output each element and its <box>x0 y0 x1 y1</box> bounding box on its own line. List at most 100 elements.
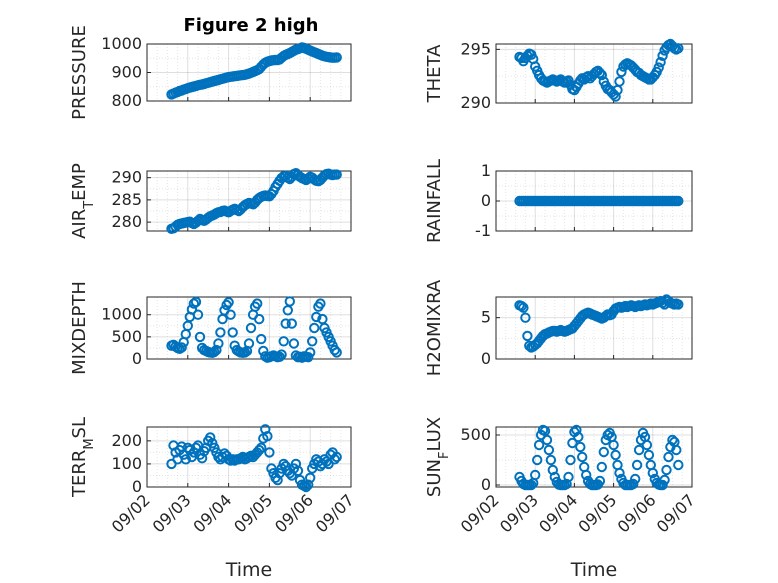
data-point <box>256 333 267 345</box>
x-tick-label: 09/03 <box>496 490 542 536</box>
data-point <box>631 459 643 471</box>
y-tick-label: 1 <box>481 161 491 180</box>
data-point <box>647 467 658 479</box>
x-tick-label: 09/04 <box>535 490 581 536</box>
figure-title: Figure 2 high <box>184 15 319 36</box>
data-point <box>614 467 625 479</box>
y-tick-label: 5 <box>481 308 491 327</box>
x-axis-label: Time <box>225 559 273 581</box>
data-point <box>657 479 668 491</box>
data-point <box>315 298 326 309</box>
data-point <box>565 454 576 466</box>
y-axis-label: PRESSURE <box>69 25 90 120</box>
data-point <box>276 349 287 360</box>
y-tick-label: 290 <box>460 93 491 112</box>
data-point <box>331 52 342 63</box>
y-tick-label: 0 <box>481 475 491 494</box>
data-point <box>284 296 295 307</box>
x-axis-label: Time <box>570 559 618 581</box>
data-point <box>311 311 322 323</box>
y-tick-label: 0 <box>481 191 491 210</box>
data-point <box>581 469 592 481</box>
data-point <box>628 478 639 490</box>
data-point <box>567 437 578 449</box>
data-point <box>516 300 527 312</box>
y-tick-label: 0 <box>132 477 142 496</box>
y-axis-label: THETA <box>424 44 445 104</box>
data-point <box>305 472 316 483</box>
data-point <box>329 344 340 356</box>
data-point <box>303 352 314 363</box>
data-point <box>614 76 625 87</box>
data-point <box>180 454 192 465</box>
y-tick-label: -1 <box>475 221 491 240</box>
data-point <box>331 451 342 463</box>
data-point <box>598 446 609 458</box>
data-point <box>667 434 678 446</box>
y-tick-label: 0 <box>481 349 491 368</box>
data-point <box>673 43 684 54</box>
data-point <box>539 425 551 437</box>
subplot-h2omixra: 0 5 H2OMIXRA <box>424 279 693 376</box>
subplot-theta: 290 295 THETA <box>424 38 693 112</box>
subplot-air_temp: 280 285 290 AIRTEMP <box>69 163 352 239</box>
data-point <box>280 318 291 329</box>
y-tick-label: 100 <box>111 454 142 473</box>
data-point <box>215 327 226 338</box>
data-point <box>673 195 684 207</box>
data-point <box>526 479 537 491</box>
y-axis-label: MIXDEPTH <box>69 281 90 375</box>
y-axis-label: RAINFALL <box>424 159 445 243</box>
y-tick-label: 0 <box>132 349 142 368</box>
data-point <box>563 471 574 483</box>
data-point <box>188 298 200 309</box>
data-point <box>186 304 198 315</box>
subplot-mixdepth: 0 500 1000 MIXDEPTH <box>69 281 352 375</box>
y-axis-label: SUNFLUX <box>424 417 452 497</box>
y-axis-label: AIRTEMP <box>69 163 97 239</box>
data-point <box>254 313 265 325</box>
data-point <box>630 473 641 485</box>
y-tick-label: 500 <box>111 327 142 346</box>
data-point <box>663 451 674 463</box>
y-tick-label: 1000 <box>101 305 142 324</box>
data-point <box>522 330 533 342</box>
data-point <box>641 439 653 451</box>
x-tick-label: 09/06 <box>271 490 317 536</box>
y-tick-label: 295 <box>460 39 491 58</box>
data-point <box>633 444 645 456</box>
data-point <box>303 479 314 490</box>
data-point <box>577 451 588 463</box>
data-point <box>252 298 263 309</box>
x-tick-label: 09/06 <box>614 490 660 536</box>
data-point <box>288 338 300 349</box>
data-point <box>596 69 607 81</box>
data-point <box>520 312 531 323</box>
data-point <box>262 431 273 442</box>
data-point <box>582 71 594 82</box>
data-point <box>594 67 606 79</box>
data-point <box>190 296 202 308</box>
data-point <box>673 459 684 471</box>
data-point <box>594 475 606 487</box>
data-point <box>223 297 234 308</box>
y-tick-label: 280 <box>111 212 142 231</box>
x-tick-label: 09/07 <box>312 490 358 536</box>
data-point <box>329 454 340 465</box>
data-point <box>533 439 545 451</box>
data-point <box>671 444 682 456</box>
x-tick-label: 09/02 <box>108 490 154 536</box>
data-point <box>541 434 553 446</box>
data-point <box>176 342 187 353</box>
data-point <box>643 449 655 461</box>
data-point <box>307 336 318 347</box>
data-point <box>300 481 312 493</box>
data-point <box>292 465 304 476</box>
data-point <box>254 444 265 456</box>
data-point <box>264 447 275 458</box>
data-point <box>610 91 621 102</box>
subplot-rainfall: -1 0 1 RAINFALL <box>424 159 693 243</box>
